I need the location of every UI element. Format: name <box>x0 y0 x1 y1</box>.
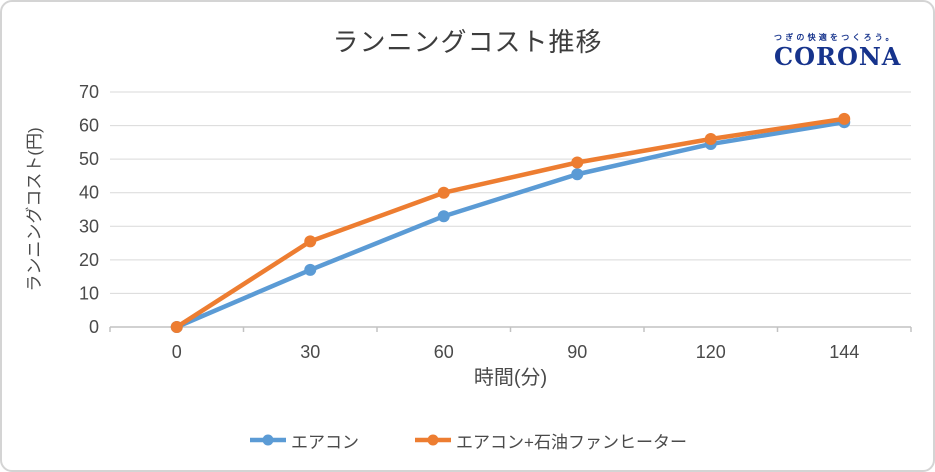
x-tick-label: 120 <box>696 342 726 362</box>
x-tick-label: 60 <box>434 342 454 362</box>
legend-line-marker-icon <box>415 434 452 446</box>
chart-legend: エアコン エアコン+石油ファンヒーター <box>2 427 933 453</box>
y-tick-label: 30 <box>79 216 99 236</box>
series-line-1 <box>174 116 847 330</box>
y-tick-label: 0 <box>89 317 99 337</box>
y-tick-label: 10 <box>79 283 99 303</box>
legend-label: エアコン <box>291 432 360 452</box>
x-axis-title: 時間(分) <box>474 366 547 389</box>
legend-item-0: エアコン <box>248 428 359 453</box>
y-tick-label: 70 <box>79 82 99 102</box>
chart-title: ランニングコスト推移 <box>332 27 603 57</box>
data-point-s1-5 <box>838 112 851 125</box>
x-tick-label: 144 <box>829 342 859 362</box>
data-point-s0-1 <box>304 263 317 276</box>
y-axis-title: ランニングコスト(円) <box>25 127 44 291</box>
data-point-s0-3 <box>571 168 584 181</box>
logo-tagline: つぎの快適をつくろう。 <box>774 33 897 42</box>
x-tick-label: 90 <box>567 342 587 362</box>
data-point-s0-2 <box>437 210 450 223</box>
y-tick-label: 50 <box>79 149 99 169</box>
data-point-s1-0 <box>170 321 183 333</box>
legend-label: エアコン+石油ファンヒーター <box>456 432 687 452</box>
data-point-s1-3 <box>571 156 584 169</box>
data-point-s1-2 <box>437 186 450 199</box>
y-tick-label: 40 <box>79 183 99 203</box>
corona-logo: つぎの快適をつくろう。 CORONA <box>774 32 902 71</box>
legend-line-marker-icon <box>250 434 287 446</box>
x-tick-label: 0 <box>172 342 182 362</box>
legend-item-1: エアコン+石油ファンヒーター <box>413 428 687 453</box>
y-tick-label: 20 <box>79 250 99 270</box>
logo-brand: CORONA <box>774 42 902 71</box>
y-tick-label: 60 <box>79 116 99 136</box>
series-line-0 <box>174 119 847 330</box>
data-point-s1-4 <box>704 133 717 145</box>
x-tick-label: 30 <box>300 342 320 362</box>
data-point-s1-1 <box>304 235 317 248</box>
